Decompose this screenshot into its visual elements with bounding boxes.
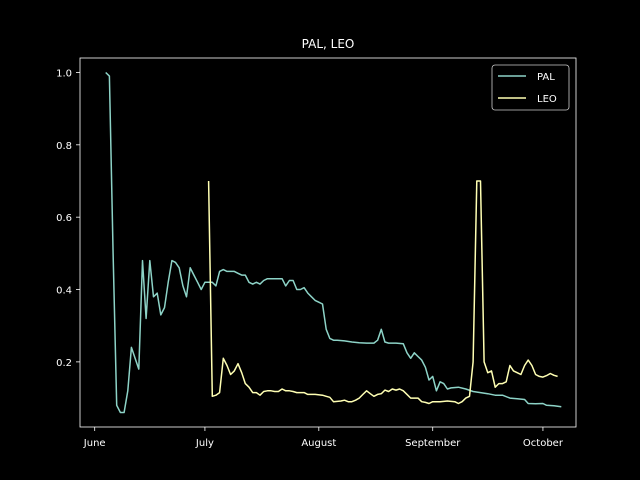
series-line-pal	[105, 71, 562, 414]
y-tick-label: 0.4	[56, 286, 72, 297]
series-line-leo	[207, 180, 558, 405]
y-tick-label: 0.2	[56, 358, 72, 369]
y-tick-label: 1.0	[56, 68, 72, 79]
y-tick-label: 0.8	[56, 141, 72, 152]
series-lines	[105, 71, 562, 414]
axes-frame	[79, 57, 577, 428]
plot-area: June July August September October 0.2 0.4 0.6…	[56, 57, 577, 449]
x-tick-label: July	[195, 438, 214, 449]
x-axis: June July August September October	[83, 427, 564, 449]
x-tick-label: October	[523, 438, 564, 449]
legend-label: LEO	[537, 94, 557, 105]
y-axis: 0.2 0.4 0.6 0.8 1.0	[56, 68, 80, 369]
legend-label: PAL	[537, 72, 555, 83]
x-tick-label: June	[83, 438, 106, 449]
x-tick-label: September	[405, 438, 461, 449]
x-tick-label: August	[301, 438, 336, 449]
y-tick-label: 0.6	[56, 213, 72, 224]
legend-box	[491, 64, 570, 111]
legend: PAL LEO	[491, 64, 570, 111]
chart-title: PAL, LEO	[302, 37, 355, 51]
